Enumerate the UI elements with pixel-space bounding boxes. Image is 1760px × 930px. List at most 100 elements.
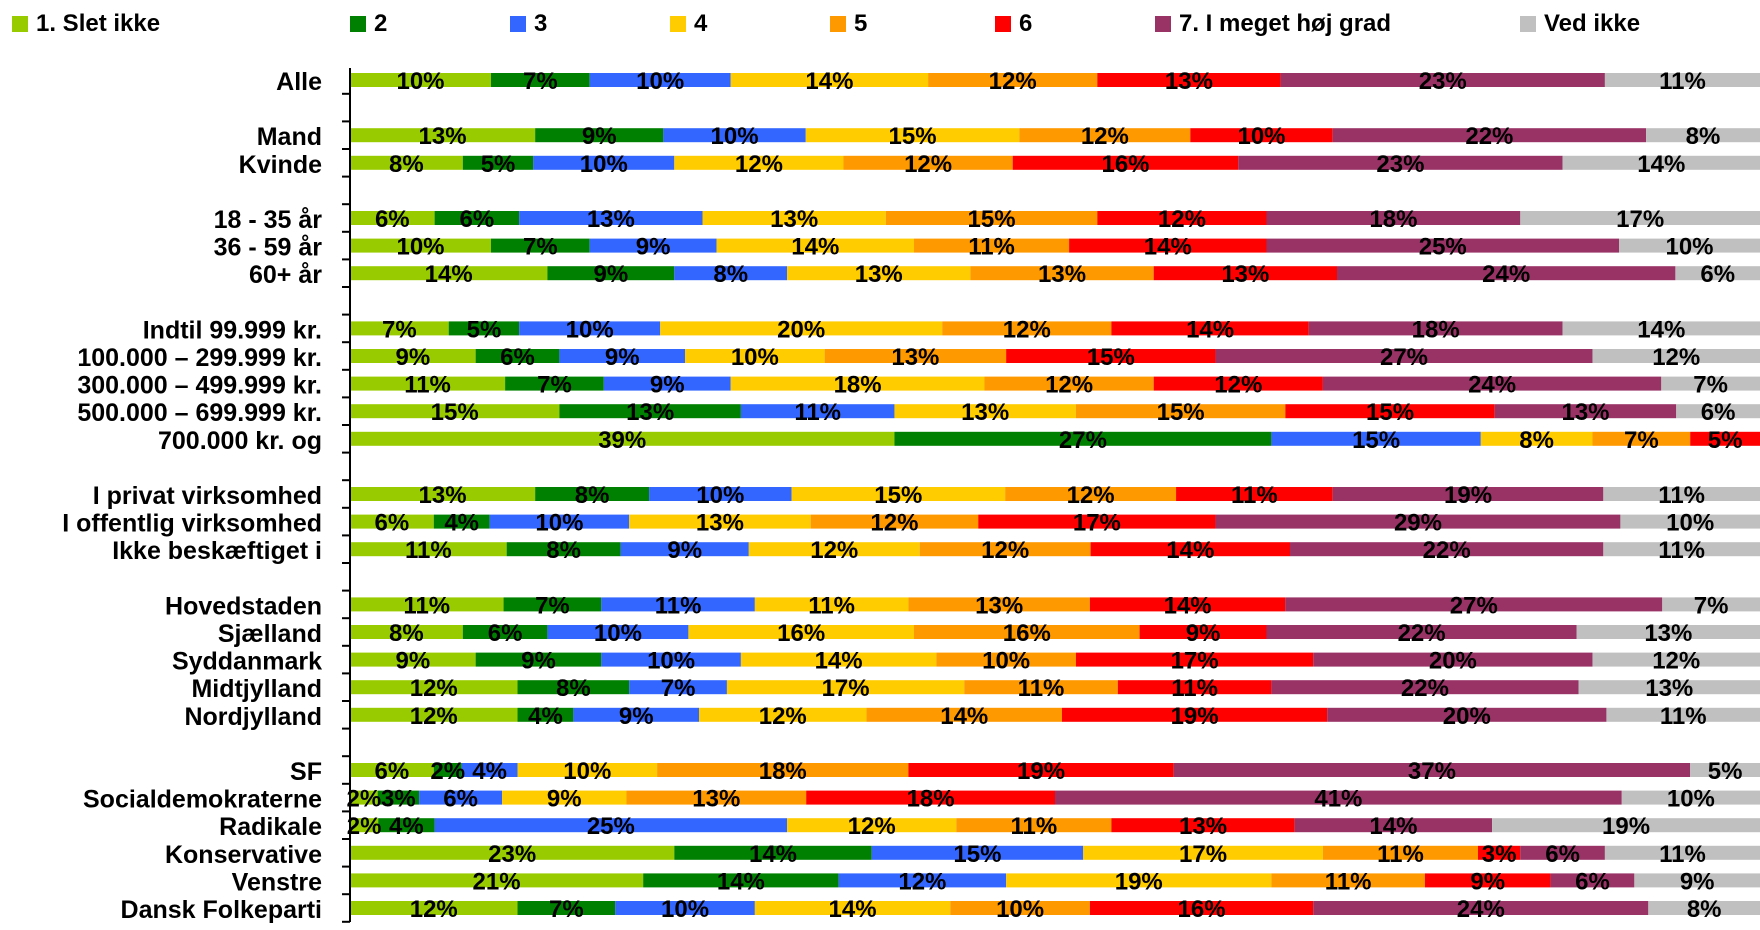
bar-segment — [626, 790, 807, 805]
data-label: 9% — [605, 344, 640, 371]
bar-segment — [573, 707, 700, 722]
data-label: 14% — [1144, 234, 1192, 261]
bar-segment — [1290, 542, 1604, 557]
data-label: 13% — [419, 123, 467, 150]
bar-segment — [1006, 349, 1216, 363]
data-label: 16% — [777, 620, 825, 647]
data-label: 19% — [1171, 703, 1219, 730]
bar-segment — [866, 707, 1062, 722]
category-label: SF — [290, 758, 322, 786]
legend-label: 7. I meget høj grad — [1179, 10, 1391, 37]
data-label: 9% — [636, 234, 671, 261]
data-label: 14% — [805, 68, 853, 95]
data-label: 8% — [713, 261, 748, 288]
category-label: Sjælland — [218, 620, 322, 648]
bar-segment — [503, 597, 602, 612]
bar-segment — [1294, 818, 1493, 833]
data-label: 5% — [467, 316, 502, 343]
category-label: 500.000 – 699.999 kr. — [77, 399, 322, 427]
bar-segment — [350, 487, 536, 501]
legend-label: 2 — [374, 10, 387, 37]
bar-segment — [674, 155, 844, 170]
data-label: 12% — [904, 151, 952, 178]
bar-segment — [791, 487, 1006, 501]
data-label: 11% — [1171, 675, 1218, 702]
data-label: 21% — [473, 868, 521, 895]
bar-segment — [1153, 266, 1337, 281]
bar-segment — [1117, 680, 1272, 695]
data-label: 10% — [696, 482, 744, 509]
bar-segment — [350, 431, 895, 446]
data-label: 8% — [1686, 123, 1721, 150]
data-label: 8% — [546, 537, 581, 564]
bar-segment — [350, 266, 548, 281]
bar-segment — [754, 597, 909, 612]
data-label: 5% — [1708, 427, 1743, 454]
data-label: 15% — [1087, 344, 1135, 371]
data-label: 13% — [419, 482, 467, 509]
data-label: 12% — [1214, 372, 1262, 399]
data-label: 8% — [556, 675, 591, 702]
bar-segment — [1238, 155, 1563, 170]
data-label: 7% — [523, 234, 558, 261]
bar-segment — [1271, 680, 1579, 695]
bar-segment — [350, 845, 675, 860]
data-label: 13% — [891, 344, 939, 371]
data-label: 17% — [822, 675, 870, 702]
bar-segment — [805, 128, 1020, 143]
bar-segment — [350, 763, 434, 777]
data-label: 12% — [898, 868, 946, 895]
bar-segment — [894, 431, 1272, 446]
bar-segment — [350, 542, 507, 557]
bar-segment — [1266, 238, 1619, 253]
data-label: 17% — [1073, 510, 1121, 537]
category-label: 300.000 – 499.999 kr. — [77, 372, 322, 400]
data-label: 11% — [404, 372, 451, 399]
bar-segment — [806, 790, 1055, 805]
bar-segment — [475, 349, 560, 363]
data-label: 11% — [405, 537, 452, 564]
category-label: Ikke beskæftiget i — [112, 537, 322, 565]
bar-segment — [1592, 431, 1691, 446]
bar-segment — [1006, 873, 1272, 888]
data-label: 6% — [460, 206, 495, 233]
bar-segment — [716, 238, 914, 253]
data-label: 14% — [717, 868, 765, 895]
bar-segment — [978, 514, 1216, 529]
bar-segment — [491, 238, 590, 253]
bar-segment — [657, 763, 909, 777]
bar-segment — [1271, 431, 1481, 446]
bar-segment — [787, 818, 957, 833]
bar-segment — [601, 597, 755, 612]
bar-segment — [1478, 845, 1521, 860]
category-label: Hovedstaden — [165, 592, 322, 620]
data-label: 5% — [1708, 758, 1743, 785]
data-label: 13% — [1179, 813, 1227, 840]
bar-segment — [663, 128, 806, 143]
bar-segment — [1603, 542, 1760, 557]
bar-segment — [506, 542, 621, 557]
bar-segment — [517, 763, 658, 777]
bar-segment — [433, 514, 490, 529]
chart-bars — [350, 73, 1760, 915]
data-label: 29% — [1394, 510, 1442, 537]
bar-segment — [350, 680, 518, 695]
data-label: 7% — [1693, 372, 1728, 399]
bar-segment — [838, 873, 1007, 888]
bar-segment — [462, 625, 548, 639]
data-label: 13% — [1644, 620, 1692, 647]
bar-segment — [1675, 266, 1760, 281]
data-label: 22% — [1423, 537, 1471, 564]
data-label: 23% — [488, 841, 536, 868]
data-label: 11% — [1658, 537, 1705, 564]
bar-segment — [419, 790, 503, 805]
bar-segment — [547, 625, 689, 639]
bar-segment — [1308, 321, 1563, 336]
data-label: 6% — [375, 510, 410, 537]
data-label: 5% — [481, 151, 516, 178]
bar-segment — [350, 128, 536, 143]
bar-segment — [350, 597, 504, 612]
bar-segment — [1097, 211, 1267, 225]
data-label: 18% — [834, 372, 882, 399]
